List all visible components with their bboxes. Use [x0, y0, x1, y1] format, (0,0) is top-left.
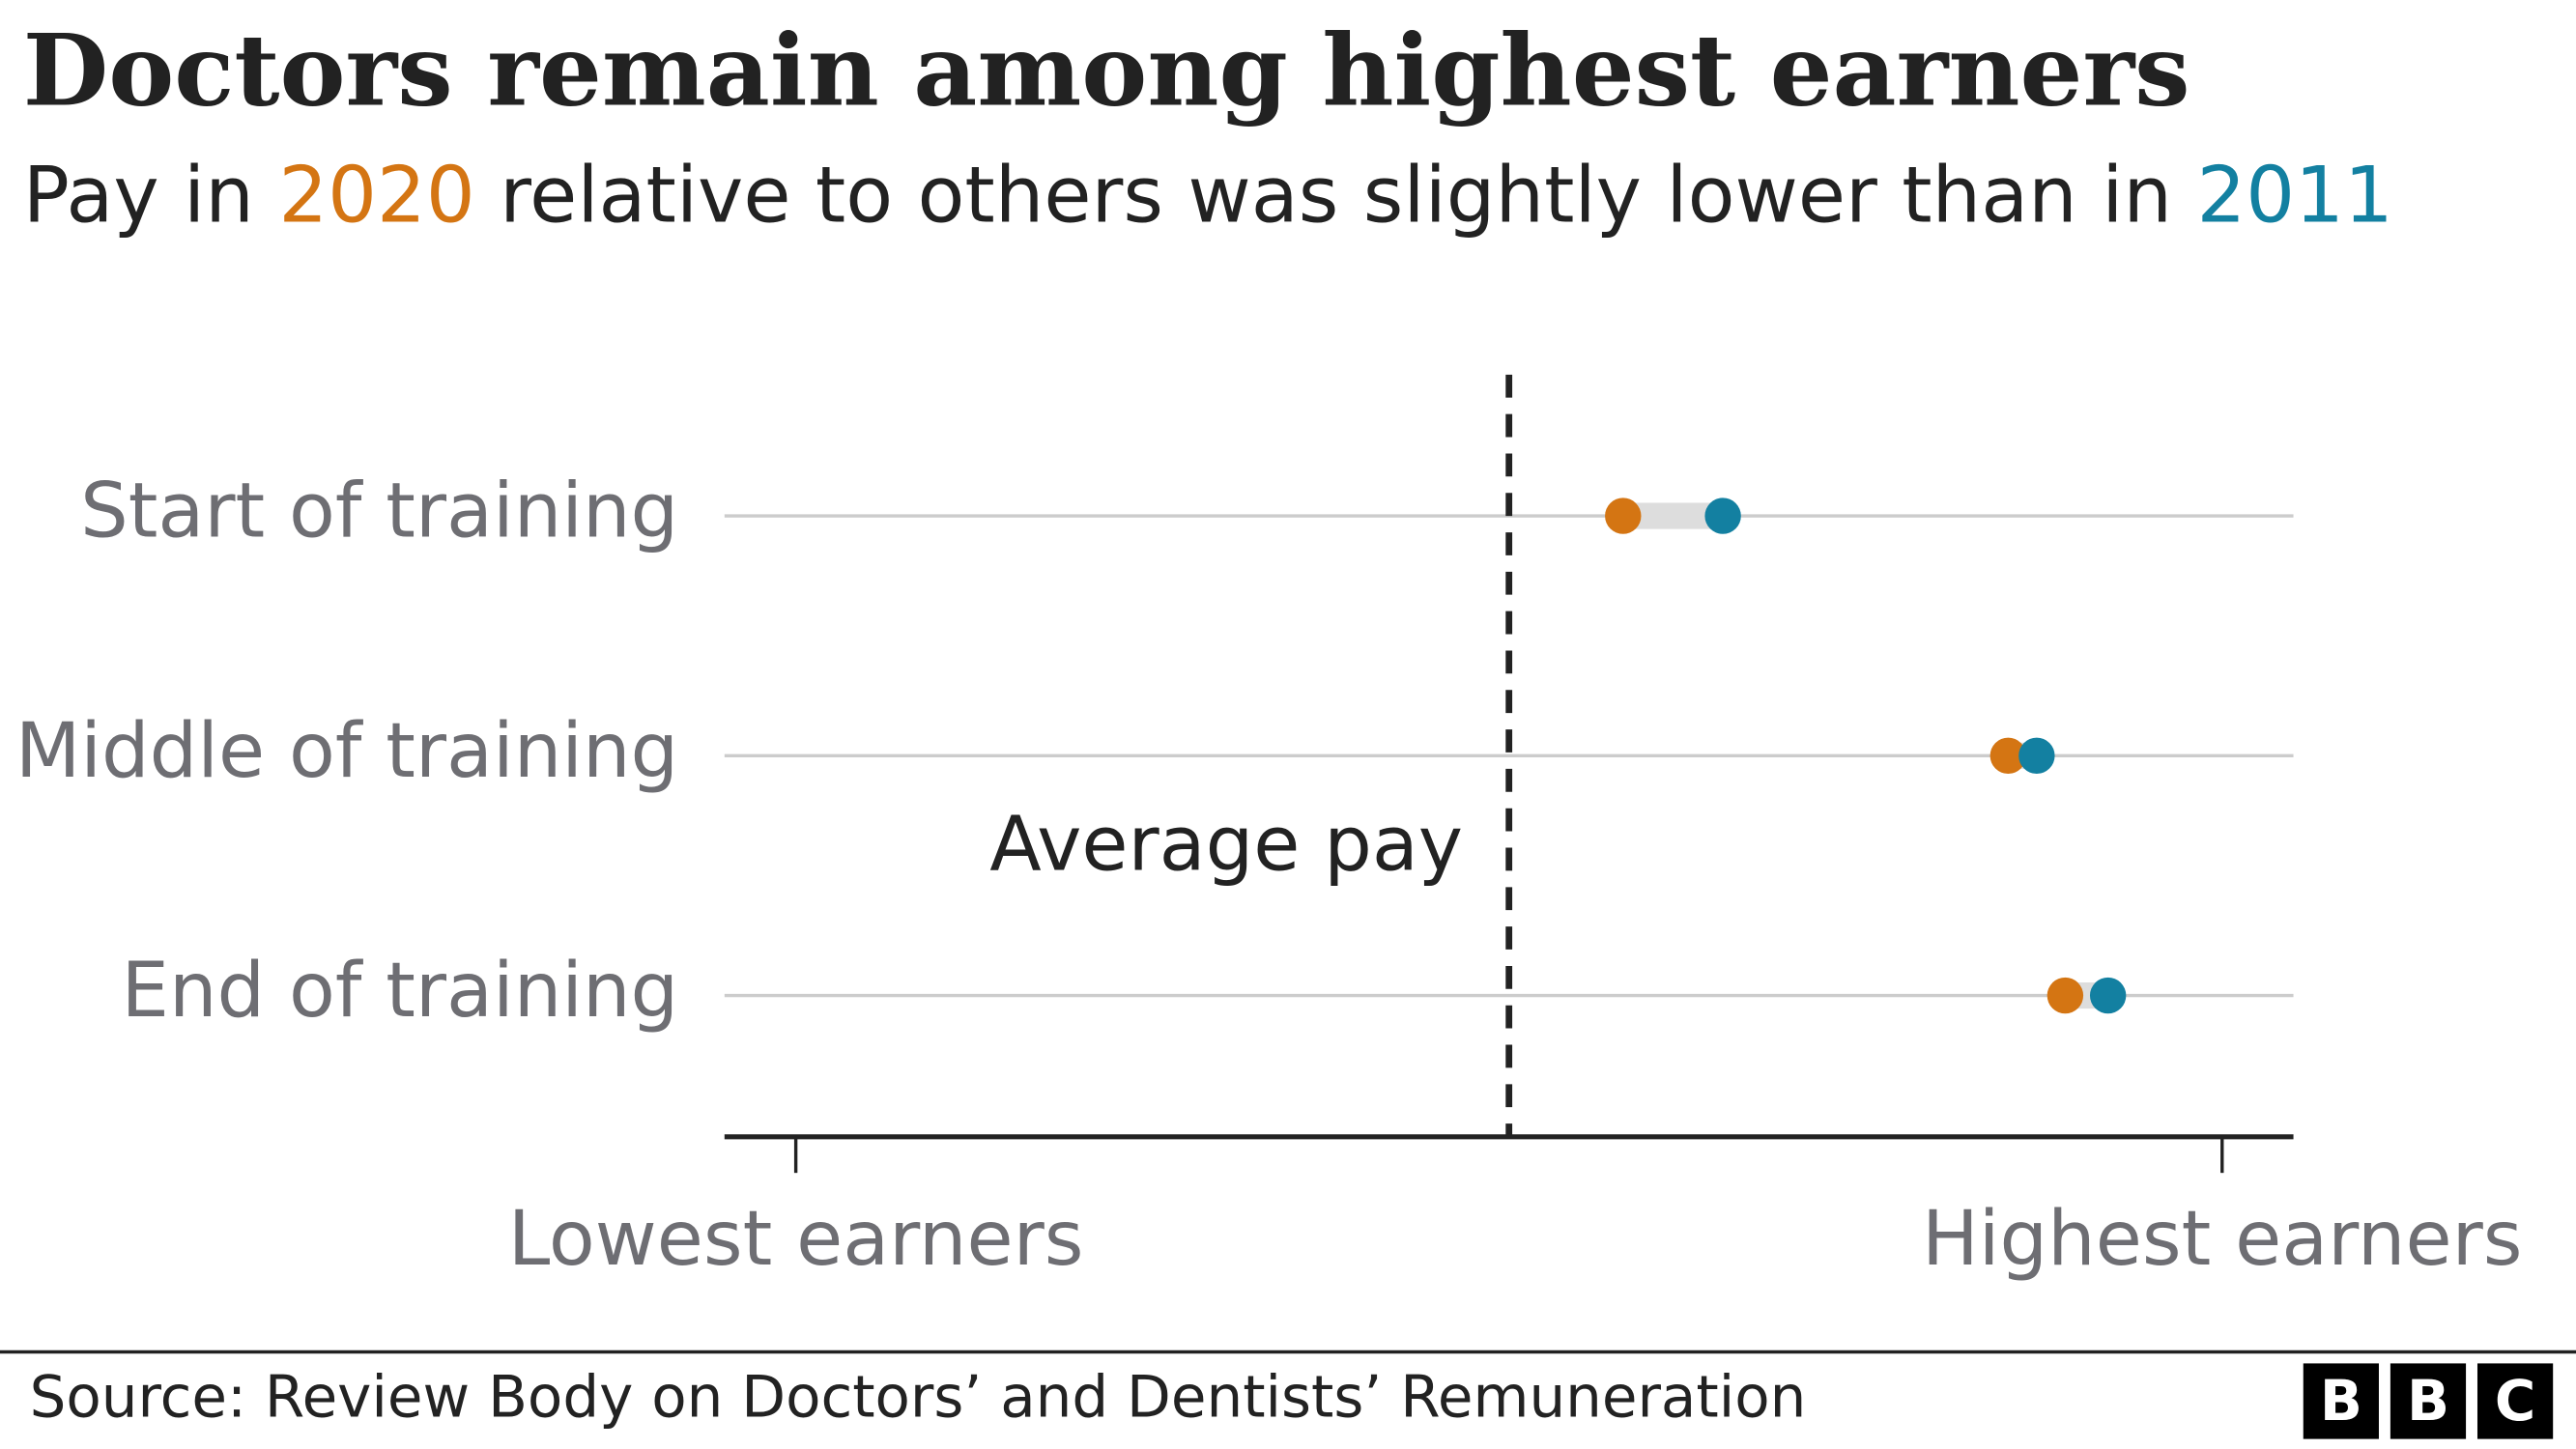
legend-entry: 2020: [278, 151, 474, 241]
dot: [1605, 497, 1642, 534]
chart-subtitle: Pay in 2020 relative to others was sligh…: [23, 151, 2393, 241]
logo-letter: C: [2495, 1368, 2535, 1434]
logo-letter: B: [2320, 1368, 2362, 1434]
reference-label: Average pay: [989, 801, 1463, 889]
dot: [2089, 977, 2127, 1014]
logo-letter: B: [2407, 1368, 2449, 1434]
source: Source: Review Body on Doctors’ and Dent…: [30, 1365, 1807, 1432]
dot: [2018, 737, 2055, 775]
legend-entry: 2011: [2196, 151, 2392, 241]
dot: [1989, 737, 2027, 775]
dot: [2046, 977, 2084, 1014]
category-label: Start of training: [80, 468, 678, 555]
subtitle-text: relative to others was slightly lower th…: [500, 151, 2172, 241]
chart-title: Doctors remain among highest earners: [23, 13, 2190, 128]
logo-box: [2303, 1363, 2379, 1439]
subtitle-text: Pay in: [23, 151, 254, 241]
dot: [1704, 497, 1741, 534]
x-tick-label: Lowest earners: [508, 1195, 1084, 1283]
category-label: Middle of training: [15, 707, 678, 795]
x-tick-label: Highest earners: [1922, 1195, 2523, 1283]
logo-box: [2476, 1363, 2554, 1439]
category-label: End of training: [122, 947, 679, 1035]
logo-box: [2390, 1363, 2467, 1439]
